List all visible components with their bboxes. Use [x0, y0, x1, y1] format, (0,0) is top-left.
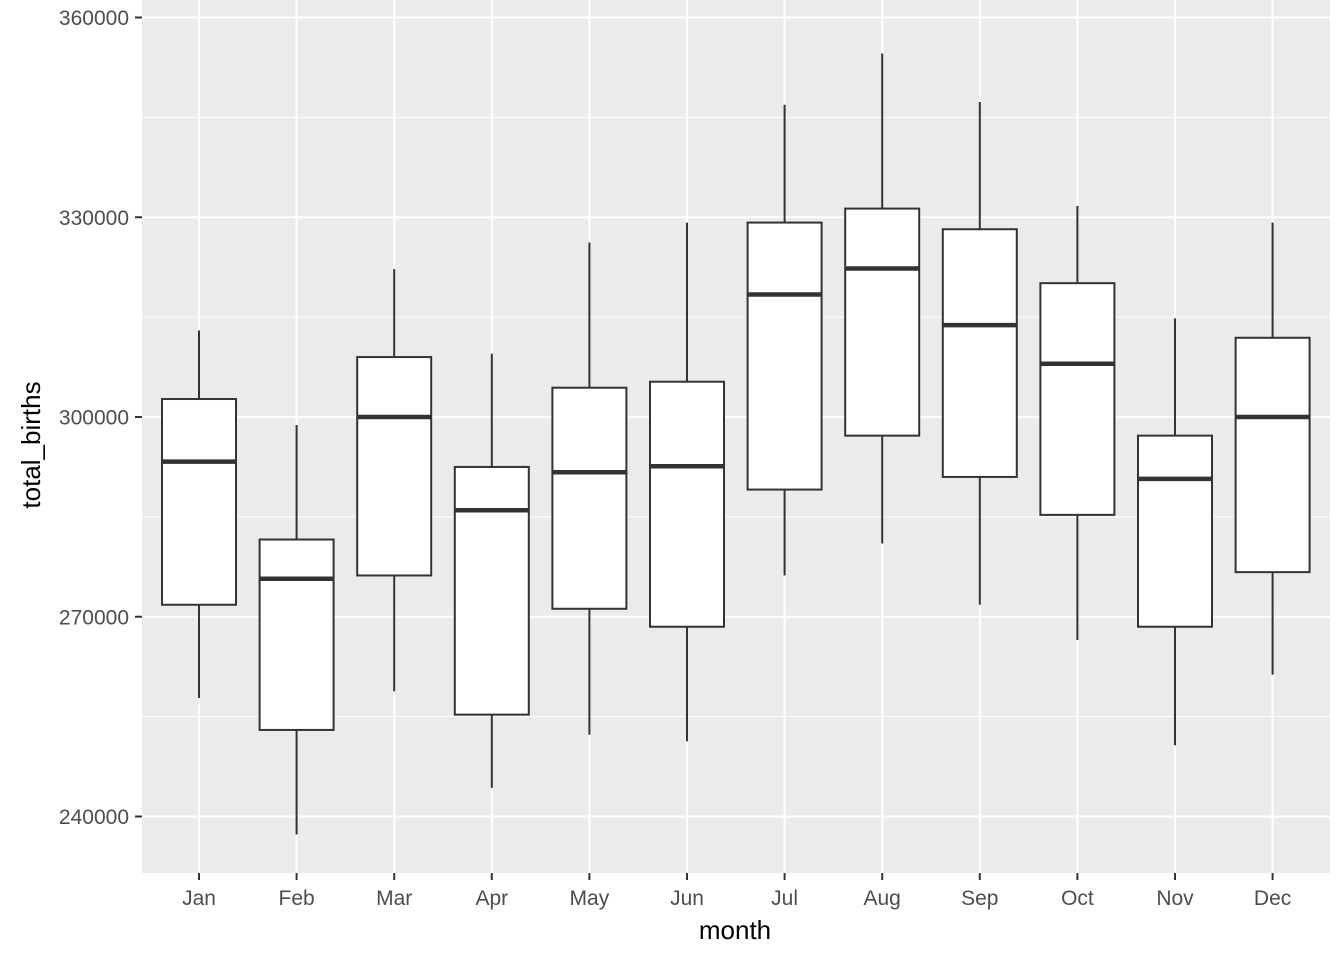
x-tick-label: May	[570, 887, 610, 910]
x-axis: Jan Feb Mar Apr May Jun Jul Aug Sep Oct Nov Dec	[182, 873, 1291, 910]
x-tick-label: Oct	[1061, 887, 1094, 910]
box-aug	[844, 53, 921, 544]
iqr-box	[1039, 282, 1116, 516]
box-jan	[161, 330, 237, 698]
x-tick-label: Jan	[182, 887, 216, 910]
iqr-box	[649, 380, 725, 628]
iqr-box	[258, 538, 335, 731]
iqr-box	[1234, 336, 1311, 574]
x-tick-label: Mar	[376, 887, 412, 910]
iqr-box	[941, 228, 1018, 478]
x-tick-label: Aug	[864, 887, 901, 910]
iqr-box	[356, 356, 433, 577]
x-tick-label: Feb	[279, 887, 315, 910]
y-tick-label: 360000	[59, 7, 129, 30]
box-nov	[1137, 318, 1213, 746]
x-tick-label: Jul	[771, 887, 798, 910]
iqr-box	[746, 221, 823, 491]
minor-gridlines	[142, 116, 1330, 917]
y-tick-label: 270000	[59, 606, 129, 629]
box-jun	[649, 222, 725, 742]
x-tick-label: Jun	[670, 887, 704, 910]
y-axis: 240000 270000 300000 330000 360000	[59, 7, 142, 829]
x-tick-label: Dec	[1254, 887, 1291, 910]
x-tick-label: Apr	[475, 887, 508, 910]
x-tick-label: Sep	[961, 887, 998, 910]
box-feb	[258, 424, 335, 835]
box-apr	[453, 353, 530, 788]
y-axis-title: total_births	[16, 381, 46, 508]
iqr-box	[453, 465, 530, 716]
y-tick-label: 240000	[59, 806, 129, 829]
iqr-box	[1137, 434, 1213, 628]
x-axis-title: month	[699, 915, 771, 945]
iqr-box	[161, 398, 237, 606]
box-jul	[746, 104, 823, 576]
y-tick-label: 330000	[59, 207, 129, 230]
box-mar	[356, 269, 433, 692]
iqr-box	[844, 207, 921, 437]
x-tick-label: Nov	[1156, 887, 1194, 910]
box-oct	[1039, 205, 1116, 641]
box-series	[161, 53, 1311, 835]
iqr-box	[551, 386, 628, 610]
box-dec	[1234, 222, 1311, 675]
box-may	[551, 242, 628, 735]
y-tick-label: 300000	[59, 407, 129, 430]
panel-background	[142, 0, 1330, 873]
box-sep	[941, 102, 1018, 605]
